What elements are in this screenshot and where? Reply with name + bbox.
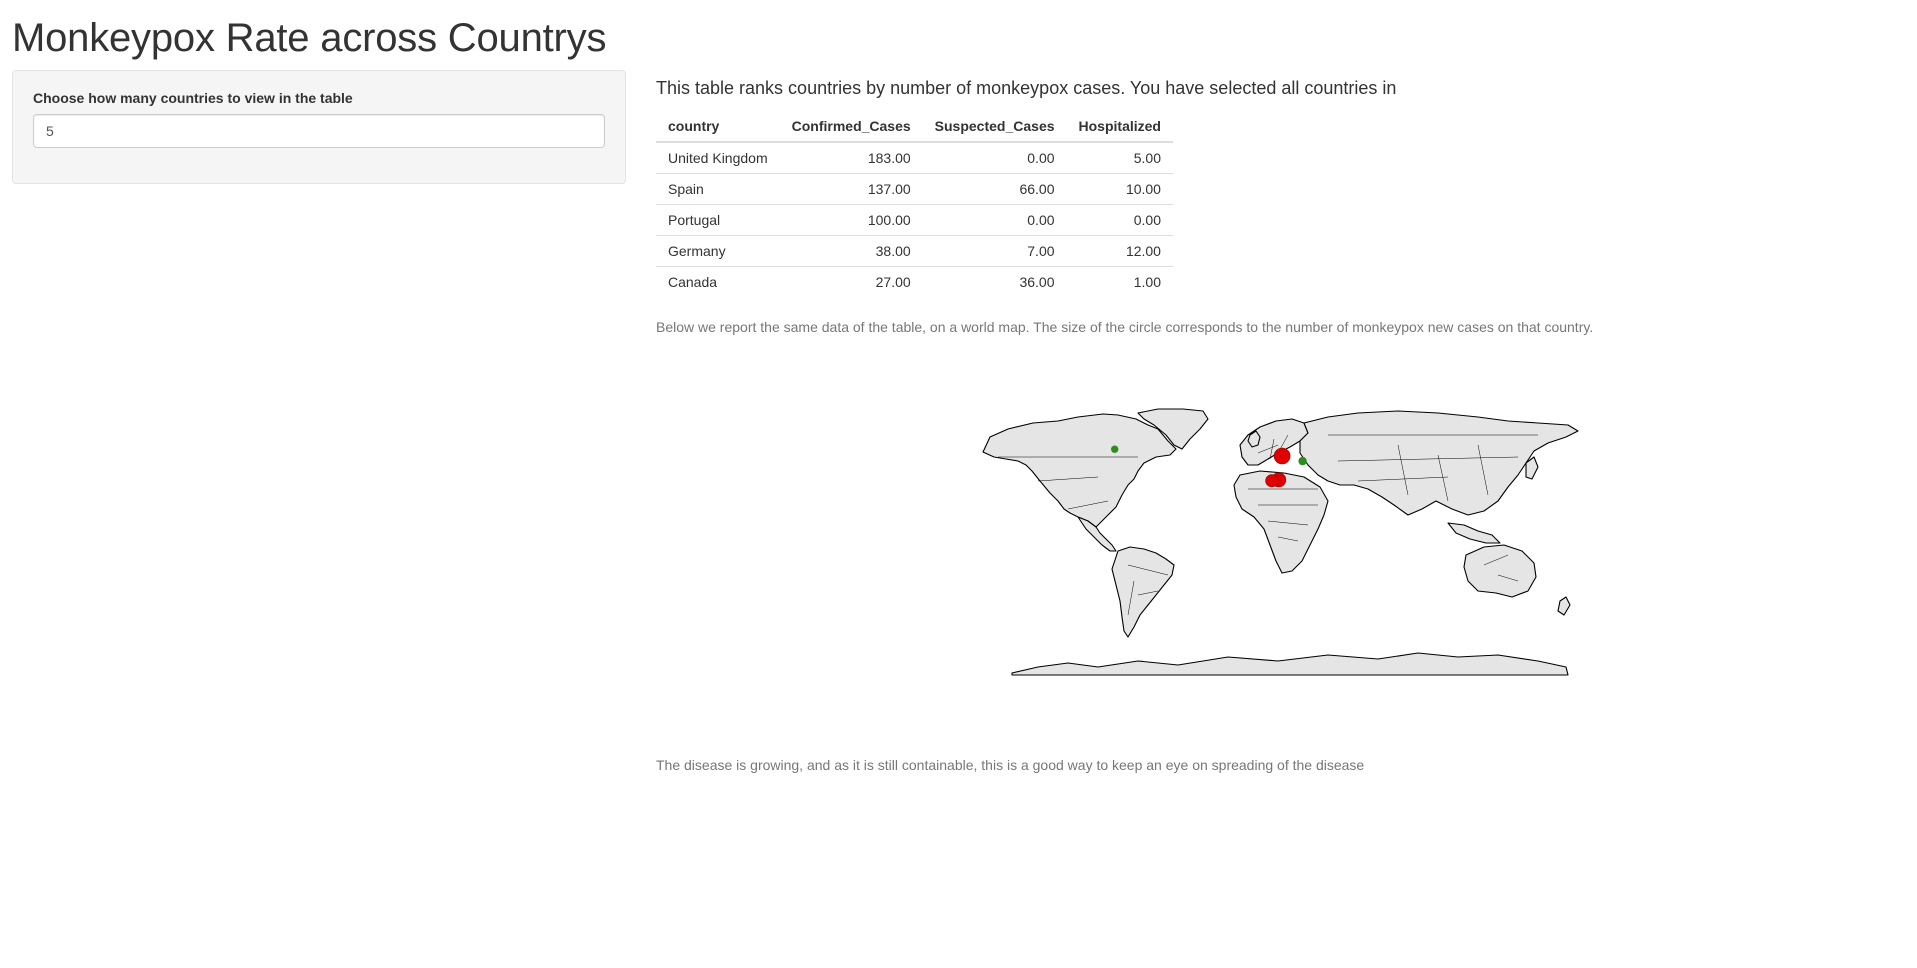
hospitalized-cell: 0.00 bbox=[1066, 204, 1173, 236]
table-row: Canada 27.00 36.00 1.00 bbox=[656, 266, 1173, 297]
case-marker bbox=[1111, 445, 1119, 453]
land-central-america bbox=[1077, 516, 1117, 552]
country-cell: Germany bbox=[656, 235, 780, 267]
table-row: Germany 38.00 7.00 12.00 bbox=[656, 235, 1173, 267]
case-marker bbox=[1265, 474, 1279, 488]
country-count-input[interactable] bbox=[33, 114, 605, 148]
table-row: United Kingdom 183.00 0.00 5.00 bbox=[656, 142, 1173, 174]
country-borders bbox=[998, 434, 1538, 616]
case-marker bbox=[1298, 456, 1307, 466]
land-north-america bbox=[982, 413, 1177, 528]
land-japan bbox=[1525, 456, 1539, 480]
country-cell: United Kingdom bbox=[668, 150, 768, 166]
column-header-hospitalized: Hospitalized bbox=[1066, 110, 1173, 143]
map-description-text: Below we report the same data of the tab… bbox=[656, 319, 1594, 335]
land-australia bbox=[1463, 544, 1537, 598]
main-panel: This table ranks countries by number of … bbox=[656, 78, 1896, 297]
confirmed-cell: 137.00 bbox=[779, 173, 923, 205]
case-marker bbox=[1273, 447, 1291, 465]
suspected-cell: 0.00 bbox=[922, 204, 1067, 236]
world-map-svg bbox=[982, 408, 1579, 676]
land-asia bbox=[1299, 410, 1579, 516]
land-antarctica bbox=[1011, 652, 1569, 676]
column-header-confirmed: Confirmed_Cases bbox=[779, 110, 923, 143]
country-cell: Spain bbox=[656, 173, 780, 205]
land-south-america bbox=[1111, 546, 1175, 638]
column-header-suspected: Suspected_Cases bbox=[922, 110, 1067, 143]
table-header-row: country Confirmed_Cases Suspected_Cases … bbox=[656, 110, 1173, 143]
land-greenland bbox=[1137, 408, 1209, 450]
page-title: Monkeypox Rate across Countrys bbox=[12, 16, 607, 60]
world-map bbox=[978, 405, 1593, 680]
suspected-cell: 7.00 bbox=[922, 235, 1067, 267]
suspected-cell: 0.00 bbox=[1027, 150, 1055, 166]
country-count-label: Choose how many countries to view in the… bbox=[33, 90, 353, 106]
hospitalized-cell: 5.00 bbox=[1133, 150, 1161, 166]
footer-note-text: The disease is growing, and as it is sti… bbox=[656, 757, 1365, 773]
sidebar-panel: Choose how many countries to view in the… bbox=[12, 70, 626, 184]
table-row: Spain 137.00 66.00 10.00 bbox=[656, 173, 1173, 205]
confirmed-cell: 27.00 bbox=[779, 266, 923, 297]
confirmed-cell: 100.00 bbox=[779, 204, 923, 236]
hospitalized-cell: 12.00 bbox=[1066, 235, 1173, 267]
suspected-cell: 36.00 bbox=[922, 266, 1067, 297]
table-row: Portugal 100.00 0.00 0.00 bbox=[656, 204, 1173, 236]
land-layer bbox=[982, 408, 1579, 676]
suspected-cell: 66.00 bbox=[922, 173, 1067, 205]
column-header-country: country bbox=[656, 110, 780, 143]
confirmed-cell: 38.00 bbox=[779, 235, 923, 267]
table-intro-text: This table ranks countries by number of … bbox=[656, 78, 1397, 98]
land-uk bbox=[1247, 430, 1261, 448]
land-new-zealand bbox=[1557, 596, 1571, 616]
marker-layer bbox=[1111, 445, 1307, 488]
land-africa bbox=[1233, 470, 1329, 574]
country-cell: Canada bbox=[656, 266, 780, 297]
hospitalized-cell: 1.00 bbox=[1066, 266, 1173, 297]
cases-table: country Confirmed_Cases Suspected_Cases … bbox=[656, 110, 1173, 297]
confirmed-cell: 183.00 bbox=[867, 150, 911, 166]
land-indonesia bbox=[1447, 522, 1501, 544]
hospitalized-cell: 10.00 bbox=[1066, 173, 1173, 205]
country-cell: Portugal bbox=[656, 204, 780, 236]
border-lines bbox=[998, 434, 1538, 616]
